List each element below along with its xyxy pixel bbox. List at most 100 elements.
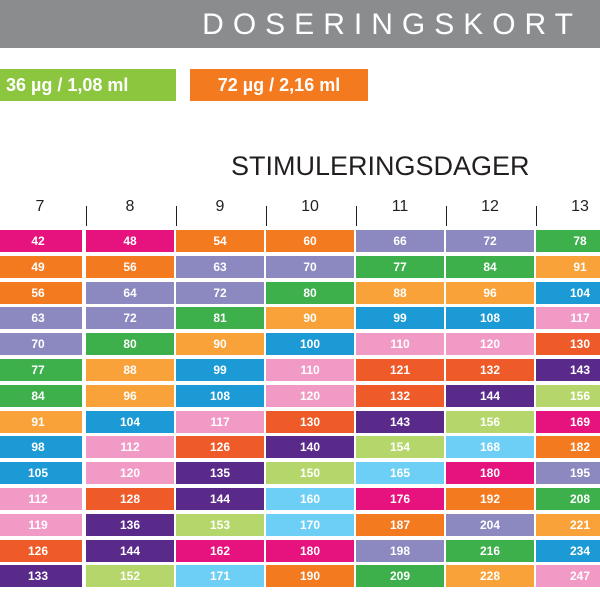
dose-cell: 130 [266, 411, 354, 433]
column-divider [446, 206, 447, 226]
dose-cell: 160 [266, 488, 354, 510]
dose-cell: 84 [0, 385, 82, 407]
dose-cell: 156 [536, 385, 600, 407]
dose-cell: 80 [266, 282, 354, 304]
dose-cell: 192 [446, 488, 534, 510]
dose-cell: 56 [86, 256, 174, 278]
dose-cell: 80 [86, 333, 174, 355]
dose-cell: 162 [176, 540, 264, 562]
day-label: 11 [391, 198, 409, 215]
day-label: 12 [481, 198, 499, 215]
dose-cell: 90 [266, 307, 354, 329]
day-label: 13 [571, 198, 589, 215]
dose-cell: 117 [176, 411, 264, 433]
dose-cell: 150 [266, 462, 354, 484]
dose-cell: 105 [0, 462, 82, 484]
dose-cell: 234 [536, 540, 600, 562]
dose-cell: 133 [0, 565, 82, 587]
dose-72-pill: 72 µg / 2,16 ml [190, 69, 368, 101]
dose-cell: 198 [356, 540, 444, 562]
dose-cell: 66 [356, 230, 444, 252]
column-divider [86, 206, 87, 226]
dose-cell: 100 [266, 333, 354, 355]
day-header-row: 7 8 9 10 11 12 13 [0, 198, 600, 228]
dose-cell: 72 [86, 307, 174, 329]
dose-cell: 195 [536, 462, 600, 484]
dose-cell: 132 [446, 359, 534, 381]
dose-cell: 72 [446, 230, 534, 252]
dose-cell: 187 [356, 514, 444, 536]
day-label: 8 [125, 198, 135, 215]
dose-cell: 42 [0, 230, 82, 252]
dose-cell: 169 [536, 411, 600, 433]
day-label: 7 [35, 198, 45, 215]
dose-cell: 119 [0, 514, 82, 536]
dose-cell: 54 [176, 230, 264, 252]
dose-cell: 132 [356, 385, 444, 407]
dose-cell: 77 [356, 256, 444, 278]
dose-cell: 247 [536, 565, 600, 587]
dose-cell: 165 [356, 462, 444, 484]
day-label: 10 [301, 198, 319, 215]
dose-cell: 170 [266, 514, 354, 536]
dose-cell: 108 [446, 307, 534, 329]
dose-cell: 99 [176, 359, 264, 381]
dose-cell: 208 [536, 488, 600, 510]
dose-cell: 99 [356, 307, 444, 329]
dose-cell: 168 [446, 436, 534, 458]
dose-cell: 108 [176, 385, 264, 407]
dose-cell: 135 [176, 462, 264, 484]
dose-cell: 96 [86, 385, 174, 407]
dose-cell: 110 [266, 359, 354, 381]
dose-cell: 63 [0, 307, 82, 329]
dose-cell: 144 [446, 385, 534, 407]
column-divider [176, 206, 177, 226]
dose-cell: 72 [176, 282, 264, 304]
dose-cell: 64 [86, 282, 174, 304]
dose-cell: 70 [0, 333, 82, 355]
dose-cell: 88 [356, 282, 444, 304]
dose-cell: 120 [446, 333, 534, 355]
dose-cell: 90 [176, 333, 264, 355]
dose-cell: 91 [0, 411, 82, 433]
dose-cell: 221 [536, 514, 600, 536]
dose-cell: 117 [536, 307, 600, 329]
dose-cell: 104 [536, 282, 600, 304]
dose-cell: 84 [446, 256, 534, 278]
dose-cell: 144 [176, 488, 264, 510]
day-label: 9 [215, 198, 225, 215]
dosing-table: 42 48 54 60 66 72 78 49 56 63 70 77 84 91 56 64 72 80 88 96… [0, 230, 600, 600]
dose-cell: 216 [446, 540, 534, 562]
dose-cell: 96 [446, 282, 534, 304]
dose-cell: 120 [86, 462, 174, 484]
dose-cell: 130 [536, 333, 600, 355]
dose-cell: 180 [266, 540, 354, 562]
dose-cell: 156 [446, 411, 534, 433]
dose-cell: 126 [0, 540, 82, 562]
dose-cell: 144 [86, 540, 174, 562]
dose-cell: 182 [536, 436, 600, 458]
header-bar: DOSERINGSKORT [0, 0, 600, 48]
dose-cell: 110 [356, 333, 444, 355]
dose-cell: 120 [266, 385, 354, 407]
dose-cell: 60 [266, 230, 354, 252]
dose-cell: 140 [266, 436, 354, 458]
dose-cell: 70 [266, 256, 354, 278]
dose-cell: 121 [356, 359, 444, 381]
dose-cell: 48 [86, 230, 174, 252]
dose-cell: 88 [86, 359, 174, 381]
dose-cell: 128 [86, 488, 174, 510]
dose-cell: 126 [176, 436, 264, 458]
column-divider [266, 206, 267, 226]
dose-cell: 112 [0, 488, 82, 510]
dose-cell: 49 [0, 256, 82, 278]
dose-cell: 190 [266, 565, 354, 587]
dose-cell: 209 [356, 565, 444, 587]
dose-cell: 152 [86, 565, 174, 587]
column-divider [536, 206, 537, 226]
dose-cell: 143 [536, 359, 600, 381]
dose-36-pill: 36 µg / 1,08 ml [0, 69, 176, 101]
dose-cell: 112 [86, 436, 174, 458]
page-title: DOSERINGSKORT [202, 8, 582, 41]
dose-cell: 91 [536, 256, 600, 278]
